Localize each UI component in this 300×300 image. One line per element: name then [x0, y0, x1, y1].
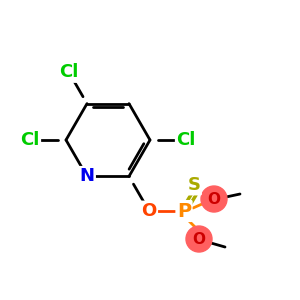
Circle shape: [201, 186, 227, 212]
Text: P: P: [177, 202, 191, 220]
Text: O: O: [208, 191, 220, 206]
Text: O: O: [141, 202, 157, 220]
Text: N: N: [80, 167, 94, 185]
Text: Cl: Cl: [59, 64, 79, 82]
Text: O: O: [193, 232, 206, 247]
Text: Cl: Cl: [20, 131, 40, 149]
Text: S: S: [188, 176, 200, 194]
Circle shape: [186, 226, 212, 252]
Text: Cl: Cl: [176, 131, 196, 149]
